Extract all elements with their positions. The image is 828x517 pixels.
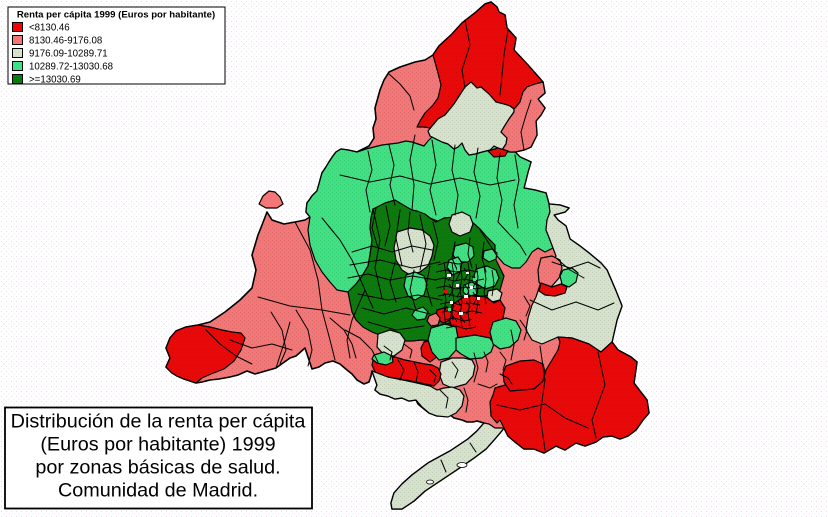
- svg-text:Comunidad de Madrid.: Comunidad de Madrid.: [58, 479, 258, 501]
- svg-text:>=13030.69: >=13030.69: [29, 75, 81, 86]
- svg-text:9176.09-10289.71: 9176.09-10289.71: [29, 49, 108, 60]
- svg-text:(Euros por habitante) 1999: (Euros por habitante) 1999: [40, 434, 275, 456]
- svg-text:por zonas básicas de salud.: por zonas básicas de salud.: [35, 457, 280, 479]
- svg-text:8130.46-9176.08: 8130.46-9176.08: [29, 36, 102, 47]
- svg-text:Distribución de la renta per c: Distribución de la renta per cápita: [11, 411, 306, 433]
- svg-text:<8130.46: <8130.46: [29, 23, 70, 34]
- svg-text:10289.72-13030.68: 10289.72-13030.68: [29, 62, 113, 73]
- svg-text:Renta per cápita 1999 (Euros p: Renta per cápita 1999 (Euros por habitan…: [17, 10, 215, 21]
